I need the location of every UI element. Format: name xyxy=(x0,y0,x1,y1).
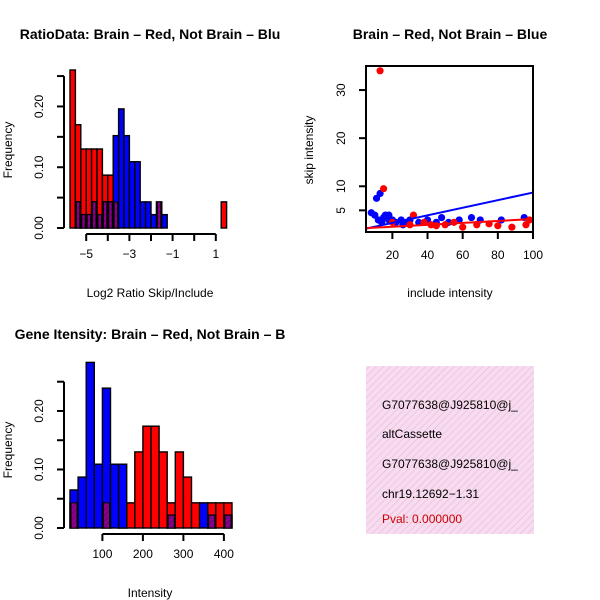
ratio-histogram-bar-overlap xyxy=(92,201,97,229)
ratio-histogram-bar-red xyxy=(69,69,77,229)
intensity-histogram-bar-blue xyxy=(109,463,120,529)
ratio-histogram-bar-overlap xyxy=(97,214,102,229)
ratio-histogram-bar-red xyxy=(220,201,228,229)
info-location: chr19.12692−1.31 xyxy=(382,487,479,501)
scatter-point-red xyxy=(379,185,388,193)
scatter-point-red xyxy=(376,67,384,75)
intensity-histogram-y-tick-label: 0.00 xyxy=(32,516,46,540)
intensity-histogram-bar-blue xyxy=(85,361,95,529)
scatter-fit-line-red xyxy=(365,218,534,230)
intensity-histogram-bar-red xyxy=(190,502,201,529)
ratio-histogram-bar-overlap xyxy=(75,201,81,229)
info-pval: Pval: 0.000000 xyxy=(382,512,462,526)
ratio-histogram-title: RatioData: Brain – Red, Not Brain – Blu xyxy=(20,26,281,42)
ratio-histogram-bar-overlap xyxy=(86,214,92,229)
intensity-histogram-xlabel: Intensity xyxy=(128,586,173,600)
intensity-histogram-bar-overlap xyxy=(102,502,111,529)
intensity-histogram-bar-overlap xyxy=(224,514,232,529)
ratio-histogram-bar-blue xyxy=(161,213,168,229)
ratio-histogram-bar-blue xyxy=(128,161,136,229)
scatter-y-tick-label: 30 xyxy=(334,83,348,97)
intensity-histogram-x-tick-label: 100 xyxy=(92,547,112,561)
intensity-histogram-bar-red xyxy=(182,476,193,529)
intensity-histogram-x-tick-label: 400 xyxy=(214,547,234,561)
info-junction-id: G7077638@J925810@j_ xyxy=(382,457,518,471)
intensity-histogram-bar-red xyxy=(150,425,160,529)
scatter-point-red xyxy=(459,223,467,231)
ratio-histogram-bar-blue xyxy=(139,201,147,229)
ratio-histogram-x-tick-label: −1 xyxy=(166,247,180,261)
ratio-histogram-y-tick-label: 0.10 xyxy=(32,155,46,179)
ratio-histogram-x-tick-label: −3 xyxy=(123,247,137,261)
scatter-frame xyxy=(365,65,534,233)
ratio-histogram-bar-overlap xyxy=(108,201,113,229)
scatter-point-blue xyxy=(385,211,393,219)
scatter-point-red xyxy=(508,223,516,231)
info-gene-id: G7077638@J925810@j_ xyxy=(382,398,518,412)
ratio-histogram-bar-blue xyxy=(123,134,131,229)
ratio-histogram-x-tick-label: 1 xyxy=(212,247,219,261)
ratio-histogram-panel: RatioData: Brain – Red, Not Brain – Blu … xyxy=(1,26,280,300)
ratio-histogram-bar-overlap xyxy=(113,201,119,229)
scatter-point-blue xyxy=(467,213,476,222)
intensity-histogram-bar-red xyxy=(134,451,144,529)
info-panel-background xyxy=(366,366,534,534)
intensity-histogram-bar-blue xyxy=(77,476,87,529)
intensity-histogram-y-tick-label: 0.10 xyxy=(32,457,46,481)
intensity-histogram-bar-overlap xyxy=(167,514,175,529)
scatter-point-blue xyxy=(399,221,407,229)
intensity-histogram-bar-red xyxy=(125,502,136,529)
intensity-histogram-bar-overlap xyxy=(70,502,78,529)
ratio-histogram-xlabel: Log2 Ratio Skip/Include xyxy=(87,286,214,300)
ratio-histogram-ylabel: Frequency xyxy=(1,122,15,179)
ratio-histogram-x-tick-label: −5 xyxy=(79,247,93,261)
intensity-histogram-x-tick-label: 200 xyxy=(133,547,153,561)
info-panel: G7077638@J925810@j_ altCassette G7077638… xyxy=(366,366,534,534)
intensity-histogram-panel: Gene Itensity: Brain – Red, Not Brain – … xyxy=(1,326,285,600)
scatter-point-red xyxy=(494,222,502,230)
intensity-histogram-bar-red xyxy=(158,451,168,529)
intensity-histogram-y-tick-label: 0.20 xyxy=(32,399,46,423)
scatter-xlabel: include intensity xyxy=(407,286,492,300)
intensity-histogram-bar-blue xyxy=(93,463,104,529)
intensity-histogram-bar-blue xyxy=(198,502,209,529)
ratio-histogram-bar-overlap xyxy=(156,201,162,229)
scatter-point-blue xyxy=(437,213,446,222)
scatter-x-tick-label: 40 xyxy=(421,248,435,262)
intensity-histogram-bar-overlap xyxy=(208,514,216,529)
scatter-x-tick-label: 80 xyxy=(491,248,505,262)
scatter-panel: Brain – Red, Not Brain – Blue include in… xyxy=(302,26,547,300)
info-event-type: altCassette xyxy=(382,427,442,441)
ratio-histogram-y-tick-label: 0.00 xyxy=(32,216,46,240)
scatter-x-tick-label: 20 xyxy=(386,248,400,262)
scatter-x-tick-label: 100 xyxy=(523,248,543,262)
scatter-y-tick-label: 20 xyxy=(334,131,348,145)
intensity-histogram-bar-red xyxy=(215,502,225,529)
scatter-fit-line-blue xyxy=(365,191,534,230)
ratio-histogram-bar-blue xyxy=(134,161,141,229)
ratio-histogram-bar-blue xyxy=(144,201,152,229)
intensity-histogram-ylabel: Frequency xyxy=(1,422,15,479)
intensity-histogram-bar-blue xyxy=(117,463,128,529)
scatter-ylabel: skip intensity xyxy=(302,116,316,185)
intensity-histogram-title: Gene Itensity: Brain – Red, Not Brain – … xyxy=(15,326,286,342)
scatter-title: Brain – Red, Not Brain – Blue xyxy=(353,26,548,42)
intensity-histogram-bar-red xyxy=(142,425,152,529)
intensity-histogram-bar-red xyxy=(174,451,185,529)
ratio-histogram-bar-overlap xyxy=(81,214,86,229)
scatter-y-tick-label: 5 xyxy=(334,207,348,214)
intensity-histogram-x-tick-label: 300 xyxy=(173,547,193,561)
ratio-histogram-y-tick-label: 0.20 xyxy=(32,94,46,118)
scatter-y-tick-label: 10 xyxy=(334,179,348,193)
ratio-histogram-bar-overlap xyxy=(102,201,108,229)
ratio-histogram-bar-blue xyxy=(150,213,158,229)
ratio-histogram-bar-blue xyxy=(117,108,125,229)
scatter-x-tick-label: 60 xyxy=(456,248,470,262)
scatter-point-red xyxy=(409,211,418,219)
